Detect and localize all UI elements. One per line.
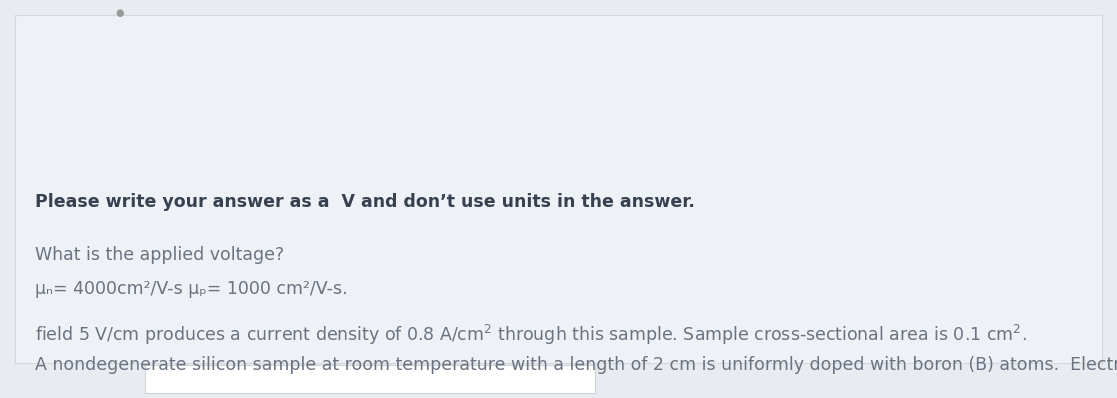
Text: A nondegenerate silicon sample at room temperature with a length of 2 cm is unif: A nondegenerate silicon sample at room t… bbox=[35, 356, 1117, 374]
Text: Please write your answer as a  V and don’t use units in the answer.: Please write your answer as a V and don’… bbox=[35, 193, 695, 211]
Text: ●: ● bbox=[116, 8, 124, 18]
Text: What is the applied voltage?: What is the applied voltage? bbox=[35, 246, 284, 264]
Text: field 5 V/cm produces a current density of 0.8 A/cm$^2$ through this sample. Sam: field 5 V/cm produces a current density … bbox=[35, 323, 1027, 347]
Text: μₙ= 4000cm²/V-s μₚ= 1000 cm²/V-s.: μₙ= 4000cm²/V-s μₚ= 1000 cm²/V-s. bbox=[35, 280, 347, 298]
